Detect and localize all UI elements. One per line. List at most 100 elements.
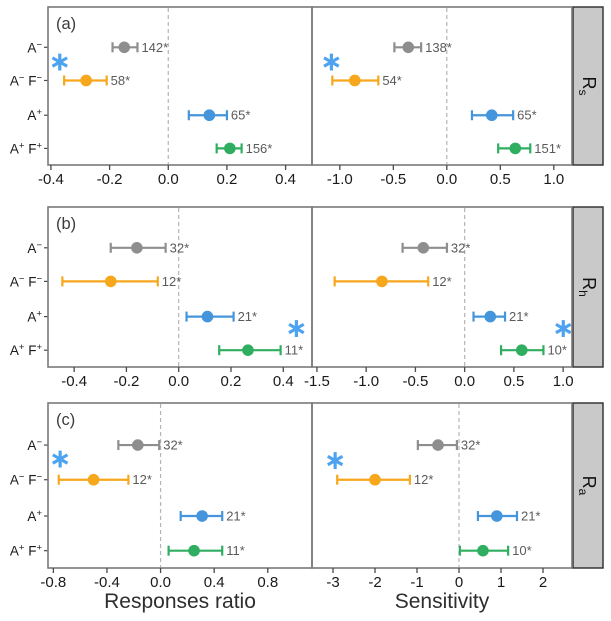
y-axis-category-label: A− F−	[10, 472, 43, 488]
y-axis-category-label: A+	[27, 309, 42, 325]
sample-count-label: 65*	[517, 108, 537, 123]
x-tick-label: 0.4	[204, 574, 225, 591]
effect-point	[491, 510, 503, 522]
effect-point	[417, 242, 430, 254]
effect-point	[477, 544, 489, 557]
x-tick-label: -1.0	[353, 373, 379, 390]
sample-count-label: 21*	[238, 309, 258, 324]
effect-point	[201, 310, 214, 323]
panel-border	[311, 6, 573, 166]
y-axis-category-label: A+ F+	[10, 543, 43, 559]
x-tick-label: -0.5	[402, 373, 428, 390]
x-tick-label: -0.2	[113, 373, 139, 390]
significance-asterisk: ∗	[320, 47, 343, 78]
y-axis-category-label: A−	[27, 39, 42, 55]
y-axis-category-label: A− F−	[10, 72, 43, 88]
effect-point	[104, 275, 117, 288]
sample-count-label: 58*	[111, 73, 131, 88]
x-tick-label: 1.0	[553, 373, 574, 390]
y-axis-category-label: A+	[27, 508, 42, 524]
sample-count-label: 32*	[461, 438, 481, 453]
significance-asterisk: ∗	[49, 443, 72, 474]
x-tick-label: -1	[410, 574, 423, 591]
sample-count-label: 32*	[451, 240, 471, 255]
facet-strip-label: Ra	[576, 476, 599, 496]
x-tick-label: -1.5	[304, 373, 330, 390]
x-axis-title-sensitivity: Sensitivity	[394, 590, 490, 613]
x-tick-label: 0.4	[273, 373, 294, 390]
sample-count-label: 10*	[512, 543, 532, 558]
sample-count-label: 12*	[432, 274, 452, 289]
effect-point	[224, 142, 236, 155]
sample-count-label: 138*	[425, 40, 452, 55]
significance-asterisk: ∗	[552, 313, 575, 344]
x-tick-label: 0.0	[168, 373, 189, 390]
panel-letter: (c)	[56, 411, 75, 429]
effect-point	[118, 41, 131, 54]
effect-point	[131, 242, 143, 254]
sample-count-label: 21*	[226, 509, 246, 524]
x-tick-label: 1	[497, 574, 505, 591]
x-tick-label: 0.5	[490, 171, 511, 188]
facet-strip	[572, 206, 604, 368]
panel-border	[47, 402, 313, 569]
x-axis-title-responses-ratio: Responses ratio	[104, 590, 256, 613]
y-axis-category-label: A+ F+	[10, 140, 43, 156]
x-tick-label: 0.0	[436, 171, 457, 188]
x-tick-label: -0.8	[40, 574, 66, 591]
facet-strip-label: Rs	[576, 77, 599, 96]
effect-point	[87, 473, 100, 486]
x-tick-label: 0.2	[221, 373, 242, 390]
sample-count-label: 21*	[521, 509, 541, 524]
sample-count-label: 12*	[162, 274, 182, 289]
significance-asterisk: ∗	[48, 47, 71, 78]
x-tick-label: 0.5	[503, 373, 524, 390]
x-tick-label: -0.4	[38, 171, 64, 188]
y-axis-category-label: A+	[27, 107, 42, 123]
effect-point	[242, 344, 254, 357]
y-axis-category-label: A− F−	[10, 273, 43, 289]
sample-count-label: 21*	[509, 309, 529, 324]
x-tick-label: -0.2	[97, 171, 123, 188]
sample-count-label: 156*	[246, 141, 273, 156]
x-tick-label: -2	[368, 574, 381, 591]
y-axis-category-label: A+ F+	[10, 342, 43, 358]
sample-count-label: 11*	[226, 543, 245, 558]
panel-letter: (a)	[56, 15, 76, 33]
effect-point	[484, 310, 497, 323]
effect-point	[131, 439, 144, 451]
sample-count-label: 54*	[382, 73, 402, 88]
panel-letter: (b)	[56, 215, 76, 233]
panel-border	[311, 402, 573, 569]
effect-point	[348, 74, 361, 87]
sample-count-label: 32*	[170, 240, 190, 255]
effect-point	[80, 74, 92, 87]
sample-count-label: 65*	[231, 108, 251, 123]
y-axis-category-label: A−	[27, 437, 42, 453]
sample-count-label: 10*	[547, 343, 567, 358]
effect-point	[515, 344, 528, 357]
effect-point	[203, 109, 216, 122]
effect-point	[196, 510, 208, 522]
facet-strip-label: Rh	[576, 277, 599, 297]
sample-count-label: 12*	[132, 472, 152, 487]
effect-point	[188, 544, 200, 557]
sample-count-label: 11*	[285, 343, 304, 358]
effect-point	[376, 275, 388, 288]
effect-point	[402, 41, 415, 54]
significance-asterisk: ∗	[324, 445, 347, 476]
x-tick-label: -1.0	[327, 171, 353, 188]
x-tick-label: 0	[455, 574, 463, 591]
x-tick-label: 0.0	[158, 171, 179, 188]
sample-count-label: 151*	[534, 141, 561, 156]
x-tick-label: 1.0	[543, 171, 564, 188]
facet-strip	[572, 6, 604, 166]
panel-border	[311, 206, 573, 368]
x-tick-label: -0.5	[380, 171, 406, 188]
y-axis-category-label: A−	[27, 240, 42, 256]
x-tick-label: 0.0	[454, 373, 475, 390]
significance-asterisk: ∗	[285, 313, 308, 344]
facet-strip	[572, 402, 604, 569]
